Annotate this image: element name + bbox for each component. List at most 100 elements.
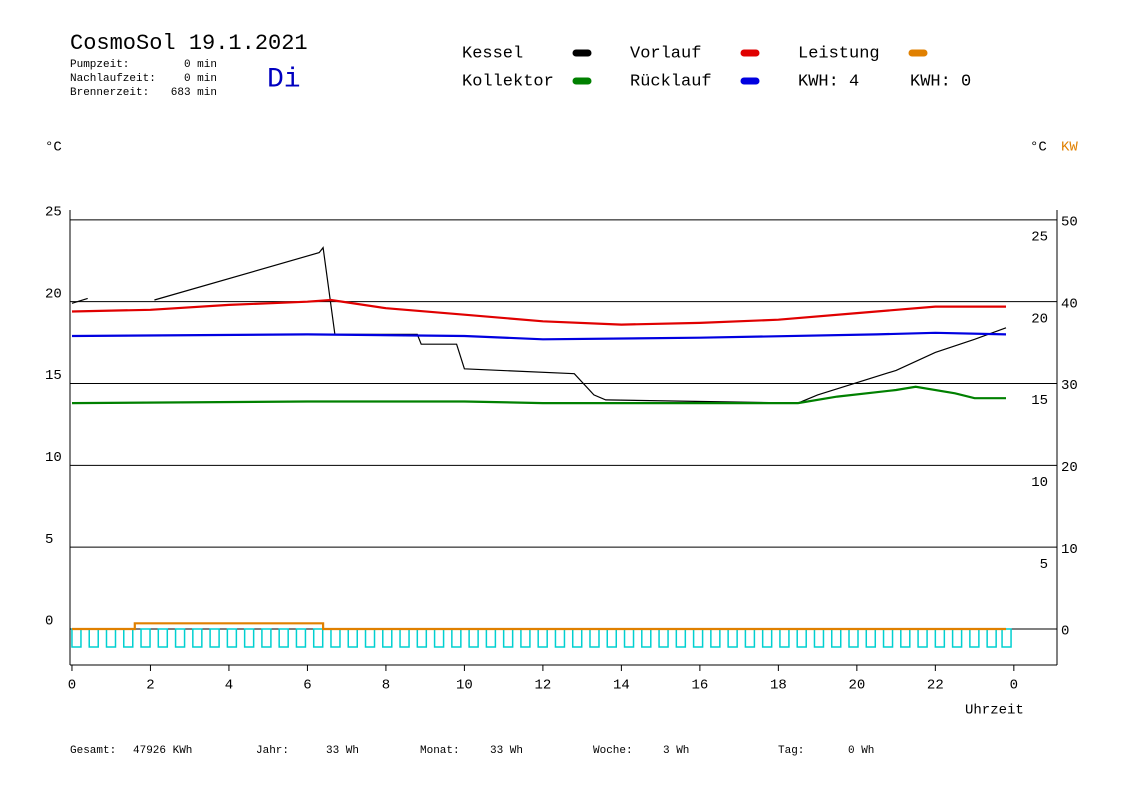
- right-tick-label: 25: [1031, 230, 1048, 246]
- info-label: Brennerzeit:: [70, 87, 149, 99]
- pulse: [675, 628, 687, 648]
- pulse: [951, 628, 963, 648]
- pulse: [347, 628, 358, 648]
- pulse: [710, 628, 721, 648]
- y2-tick-label: 40: [1061, 296, 1078, 312]
- x-tick-label: 12: [534, 678, 551, 694]
- pulse: [278, 628, 289, 648]
- legend-label: Kessel: [462, 44, 523, 63]
- day: Di: [267, 64, 301, 95]
- pulse: [71, 628, 82, 648]
- y2-tick-label: 50: [1061, 215, 1078, 231]
- pulse: [761, 628, 773, 648]
- footer-label: Woche:: [593, 745, 633, 757]
- legend-label: Rücklauf: [630, 72, 712, 91]
- pulse: [140, 628, 151, 648]
- pulse: [623, 628, 635, 648]
- pulse: [192, 628, 203, 648]
- pulse: [502, 628, 514, 648]
- pulse: [174, 628, 186, 648]
- pulse: [796, 628, 807, 648]
- pulse: [934, 628, 946, 648]
- pulse: [88, 628, 99, 648]
- pulse: [882, 628, 894, 648]
- info-value: 0 min: [184, 73, 217, 85]
- footer-value: 0 Wh: [848, 745, 874, 757]
- pulse: [261, 628, 272, 648]
- series-line: [72, 622, 1006, 631]
- footer-label: Monat:: [420, 745, 460, 757]
- pulse: [606, 628, 618, 648]
- x-tick-label: 20: [848, 678, 865, 694]
- y2-tick-label: 10: [1061, 542, 1078, 558]
- pulse: [157, 628, 169, 648]
- series-line: [71, 246, 1007, 404]
- pulse: [416, 628, 428, 648]
- info-label: Nachlaufzeit:: [70, 73, 156, 85]
- pulse: [485, 628, 497, 648]
- legend-label: Vorlauf: [630, 44, 701, 63]
- pulse: [537, 628, 548, 648]
- y-tick-label: 10: [45, 450, 62, 466]
- y-unit: °C: [45, 140, 62, 156]
- pulse: [986, 628, 997, 648]
- pulse: [209, 628, 220, 648]
- y-tick-label: 5: [45, 532, 53, 548]
- pulse: [451, 628, 462, 648]
- right-tick-label: 15: [1031, 393, 1048, 409]
- footer-value: 33 Wh: [490, 745, 523, 757]
- pulse: [917, 628, 928, 648]
- x-tick-label: 16: [691, 678, 708, 694]
- pulse: [364, 628, 376, 648]
- pulse: [969, 628, 980, 648]
- x-tick-label: 8: [382, 678, 390, 694]
- info-value: 683 min: [171, 87, 217, 99]
- footer-label: Jahr:: [256, 745, 289, 757]
- x-tick-label: 2: [146, 678, 154, 694]
- pulse: [865, 628, 877, 648]
- x-tick-label: 6: [303, 678, 311, 694]
- legend-label: Leistung: [798, 44, 880, 63]
- pulse: [692, 628, 704, 648]
- x-axis-label: Uhrzeit: [965, 703, 1024, 719]
- y2-unit: °C: [1030, 140, 1047, 156]
- info-value: 0 min: [184, 59, 217, 71]
- pulse: [330, 628, 341, 648]
- right-tick-label: 20: [1031, 311, 1048, 327]
- right-tick-label: 10: [1031, 475, 1048, 491]
- pulse: [830, 628, 842, 648]
- footer-label: Gesamt:: [70, 745, 116, 757]
- y-tick-label: 0: [45, 614, 53, 630]
- x-tick-label: 18: [770, 678, 787, 694]
- series-line: [71, 298, 1006, 326]
- pulse: [571, 628, 583, 648]
- x-tick-label: 4: [225, 678, 233, 694]
- y-tick-label: 20: [45, 286, 62, 302]
- x-tick-label: 0: [1010, 678, 1018, 694]
- pulse: [105, 628, 117, 648]
- footer-value: 3 Wh: [663, 745, 689, 757]
- pulse: [433, 628, 445, 648]
- pulse: [658, 628, 669, 648]
- right-tick-label: 5: [1040, 557, 1048, 573]
- pulse: [520, 628, 531, 648]
- pulse: [1001, 628, 1012, 648]
- pulse: [589, 628, 600, 648]
- pulse: [744, 628, 756, 648]
- pulse: [243, 628, 255, 648]
- series-line: [71, 385, 1006, 405]
- pulse: [312, 628, 324, 648]
- pulse: [226, 628, 238, 648]
- y2-unit-kw: KW: [1061, 140, 1078, 156]
- pulse: [399, 628, 410, 648]
- pulse: [813, 628, 825, 648]
- kwh: KWH: 0: [910, 72, 971, 91]
- series-line: [71, 331, 1007, 341]
- kwh: KWH: 4: [798, 72, 859, 91]
- pulse: [779, 628, 790, 648]
- pulse: [295, 628, 307, 648]
- footer-label: Tag:: [778, 745, 804, 757]
- footer-value: 33 Wh: [326, 745, 359, 757]
- x-tick-label: 14: [613, 678, 630, 694]
